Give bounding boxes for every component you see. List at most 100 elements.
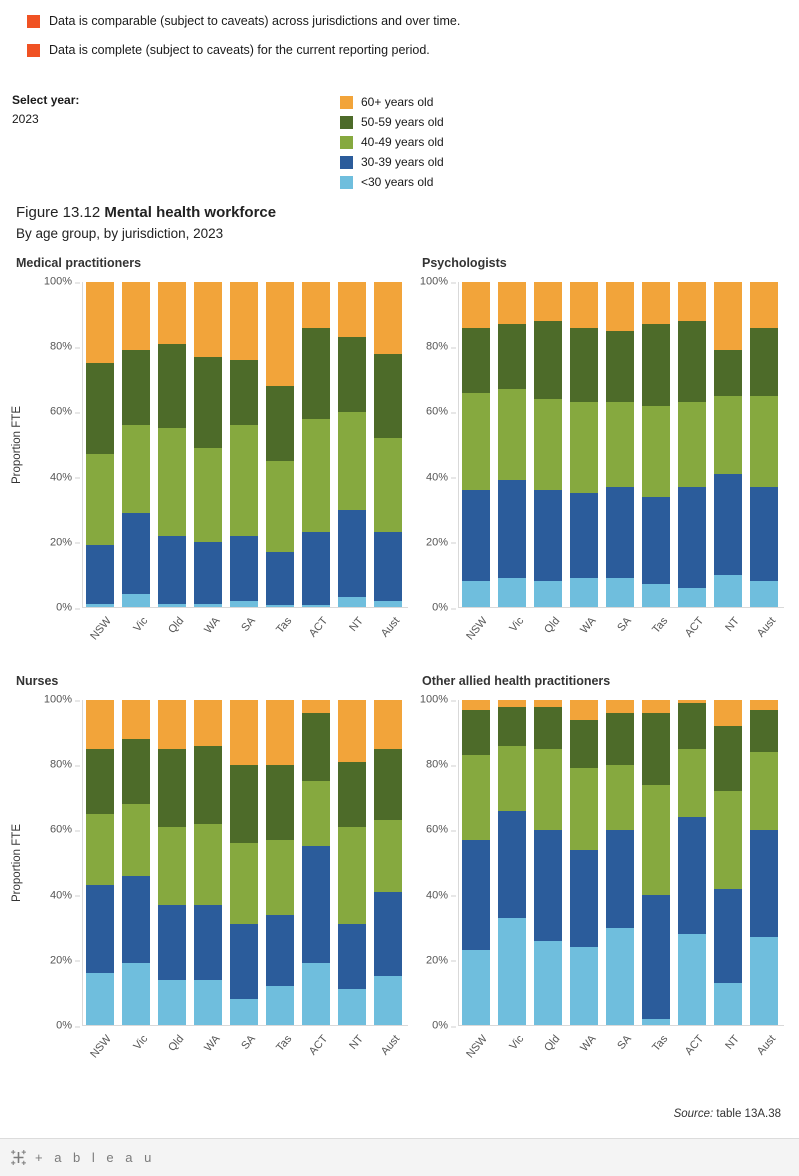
bar-segment[interactable] xyxy=(534,706,562,749)
stacked-bar-wa[interactable] xyxy=(194,700,222,1025)
bar-segment[interactable] xyxy=(678,486,706,588)
bar-segment[interactable] xyxy=(338,826,366,925)
bar-segment[interactable] xyxy=(194,356,222,448)
tableau-logo-icon[interactable] xyxy=(10,1149,27,1166)
bar-segment[interactable] xyxy=(158,282,186,344)
bar-segment[interactable] xyxy=(750,937,778,1025)
stacked-bar-nt[interactable] xyxy=(714,282,742,607)
bar-segment[interactable] xyxy=(498,700,526,707)
bar-segment[interactable] xyxy=(606,486,634,578)
bar-segment[interactable] xyxy=(570,327,598,403)
stacked-bar-tas[interactable] xyxy=(642,700,670,1025)
bar-segment[interactable] xyxy=(86,885,114,973)
bar-segment[interactable] xyxy=(374,700,402,749)
bar-segment[interactable] xyxy=(86,545,114,604)
bar-segment[interactable] xyxy=(374,600,402,607)
bar-segment[interactable] xyxy=(606,700,634,713)
bar-segment[interactable] xyxy=(302,282,330,328)
bar-segment[interactable] xyxy=(678,321,706,403)
bar-segment[interactable] xyxy=(338,761,366,827)
bar-segment[interactable] xyxy=(606,927,634,1025)
bar-segment[interactable] xyxy=(302,700,330,713)
bar-segment[interactable] xyxy=(642,1018,670,1025)
bar-segment[interactable] xyxy=(750,327,778,396)
bar-segment[interactable] xyxy=(158,428,186,536)
stacked-bar-nsw[interactable] xyxy=(462,282,490,607)
bar-segment[interactable] xyxy=(534,581,562,607)
bar-segment[interactable] xyxy=(338,509,366,598)
bar-segment[interactable] xyxy=(534,399,562,490)
bar-segment[interactable] xyxy=(714,726,742,791)
bar-segment[interactable] xyxy=(194,282,222,357)
stacked-bar-act[interactable] xyxy=(678,282,706,607)
tableau-wordmark[interactable]: + a b l e a u xyxy=(35,1150,156,1165)
bar-segment[interactable] xyxy=(122,700,150,739)
stacked-bar-sa[interactable] xyxy=(230,700,258,1025)
bar-segment[interactable] xyxy=(302,605,330,607)
bar-segment[interactable] xyxy=(606,713,634,765)
legend-item[interactable]: 30-39 years old xyxy=(340,152,444,172)
stacked-bar-vic[interactable] xyxy=(122,700,150,1025)
bar-segment[interactable] xyxy=(86,748,114,814)
bar-segment[interactable] xyxy=(266,839,294,915)
stacked-bar-vic[interactable] xyxy=(498,700,526,1025)
bar-segment[interactable] xyxy=(194,823,222,905)
bar-segment[interactable] xyxy=(302,963,330,1025)
bar-segment[interactable] xyxy=(266,914,294,986)
bar-segment[interactable] xyxy=(374,976,402,1025)
bar-segment[interactable] xyxy=(570,493,598,578)
bar-segment[interactable] xyxy=(498,917,526,1025)
bar-segment[interactable] xyxy=(606,330,634,403)
bar-segment[interactable] xyxy=(230,999,258,1025)
bar-segment[interactable] xyxy=(498,577,526,607)
bar-segment[interactable] xyxy=(750,700,778,710)
bar-segment[interactable] xyxy=(462,839,490,951)
stacked-bar-nt[interactable] xyxy=(338,282,366,607)
bar-segment[interactable] xyxy=(642,324,670,406)
stacked-bar-sa[interactable] xyxy=(606,282,634,607)
bar-segment[interactable] xyxy=(570,282,598,328)
bar-segment[interactable] xyxy=(266,551,294,606)
bar-segment[interactable] xyxy=(338,597,366,607)
stacked-bar-nsw[interactable] xyxy=(86,282,114,607)
stacked-bar-act[interactable] xyxy=(302,700,330,1025)
bar-segment[interactable] xyxy=(678,703,706,749)
bar-segment[interactable] xyxy=(498,480,526,578)
stacked-bar-vic[interactable] xyxy=(498,282,526,607)
bar-segment[interactable] xyxy=(302,532,330,606)
bar-segment[interactable] xyxy=(498,706,526,746)
bar-segment[interactable] xyxy=(462,709,490,756)
legend-item[interactable]: 50-59 years old xyxy=(340,112,444,132)
bar-segment[interactable] xyxy=(230,924,258,999)
bar-segment[interactable] xyxy=(606,282,634,331)
bar-segment[interactable] xyxy=(266,765,294,840)
bar-segment[interactable] xyxy=(374,438,402,533)
bar-segment[interactable] xyxy=(158,748,186,827)
bar-segment[interactable] xyxy=(374,748,402,821)
stacked-bar-aust[interactable] xyxy=(374,700,402,1025)
bar-segment[interactable] xyxy=(498,389,526,481)
bar-segment[interactable] xyxy=(374,820,402,892)
bar-segment[interactable] xyxy=(570,402,598,494)
stacked-bar-qld[interactable] xyxy=(158,700,186,1025)
bar-segment[interactable] xyxy=(122,875,150,964)
legend-item[interactable]: 60+ years old xyxy=(340,92,444,112)
bar-segment[interactable] xyxy=(570,719,598,769)
stacked-bar-qld[interactable] xyxy=(534,282,562,607)
bar-segment[interactable] xyxy=(158,535,186,604)
stacked-bar-act[interactable] xyxy=(302,282,330,607)
bar-segment[interactable] xyxy=(194,447,222,542)
bar-segment[interactable] xyxy=(302,418,330,533)
bar-segment[interactable] xyxy=(714,574,742,607)
bar-segment[interactable] xyxy=(266,460,294,552)
bar-segment[interactable] xyxy=(266,386,294,461)
bar-segment[interactable] xyxy=(534,490,562,581)
bar-segment[interactable] xyxy=(462,282,490,328)
bar-segment[interactable] xyxy=(122,739,150,804)
bar-segment[interactable] xyxy=(570,849,598,947)
bar-segment[interactable] xyxy=(86,603,114,607)
bar-segment[interactable] xyxy=(678,748,706,817)
bar-segment[interactable] xyxy=(606,577,634,607)
bar-segment[interactable] xyxy=(122,282,150,351)
stacked-bar-tas[interactable] xyxy=(266,700,294,1025)
